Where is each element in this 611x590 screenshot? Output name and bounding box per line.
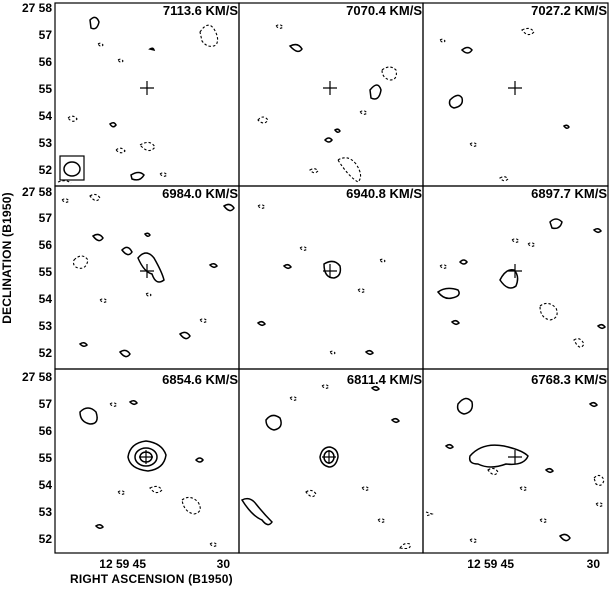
- dec-tick-label: 52: [39, 532, 53, 546]
- center-cross-marker: [323, 81, 337, 95]
- x-axis-label: RIGHT ASCENSION (B1950): [70, 572, 233, 586]
- ra-axis-col-1: 12 59 45 30: [99, 557, 230, 571]
- dec-tick-label: 54: [39, 292, 53, 306]
- velocity-label: 7027.2 KM/S: [531, 3, 607, 18]
- center-cross-marker: [140, 81, 154, 95]
- contours: [61, 193, 235, 358]
- contours: [425, 397, 605, 543]
- velocity-label: 6811.4 KM/S: [347, 372, 422, 387]
- dec-tick-label: 56: [39, 55, 53, 69]
- dec-tick-label: 55: [39, 451, 53, 465]
- dec-tick-label: 57: [39, 28, 53, 42]
- panel-5: 6940.8 KM/S: [238, 185, 424, 370]
- dec-tick-label: 27 58: [22, 185, 52, 199]
- dec-axis-row-3: 27 58 57 56 55 54 53 52: [22, 370, 52, 546]
- contours: [240, 384, 411, 550]
- dec-tick-label: 56: [39, 424, 53, 438]
- ra-tick-label: 12 59 45: [467, 557, 514, 571]
- dec-tick-label: 27 58: [22, 1, 52, 15]
- dec-tick-label: 52: [39, 163, 53, 177]
- panel-9: 6768.3 KM/S: [422, 368, 609, 554]
- velocity-label: 6768.3 KM/S: [531, 372, 607, 387]
- contours: [439, 27, 570, 182]
- center-cross-marker: [508, 81, 522, 95]
- ra-tick-label: 30: [587, 557, 601, 571]
- panel-6: 6897.7 KM/S: [422, 185, 609, 370]
- dec-tick-label: 57: [39, 211, 53, 225]
- center-cross-marker: [508, 450, 522, 464]
- panel-7: 6854.6 KM/S: [54, 368, 240, 554]
- dec-tick-label: 57: [39, 397, 53, 411]
- contours: [436, 218, 606, 348]
- dec-tick-label: 54: [39, 109, 53, 123]
- dec-tick-label: 55: [39, 265, 53, 279]
- dec-tick-label: 54: [39, 478, 53, 492]
- dec-tick-label: 52: [39, 346, 53, 360]
- contours: [257, 24, 397, 183]
- velocity-label: 6940.8 KM/S: [346, 186, 422, 201]
- panel-1: 7113.6 KM/S: [54, 2, 240, 187]
- panel-4: 6984.0 KM/S: [54, 185, 240, 370]
- dec-tick-label: 53: [39, 136, 53, 150]
- beam-ellipse: [63, 161, 81, 177]
- velocity-label: 6984.0 KM/S: [162, 186, 238, 201]
- dec-axis-row-2: 27 58 57 56 55 54 53 52: [22, 185, 52, 360]
- dec-axis-row-1: 27 58 57 56 55 54 53 52: [22, 1, 52, 177]
- panel-3: 7027.2 KM/S: [422, 2, 609, 187]
- contours: [256, 204, 386, 356]
- velocity-label: 6897.7 KM/S: [531, 186, 607, 201]
- velocity-label: 7070.4 KM/S: [346, 3, 422, 18]
- contours: [57, 16, 219, 184]
- ra-tick-label: 30: [217, 557, 231, 571]
- panel-8: 6811.4 KM/S: [238, 368, 424, 554]
- velocity-label: 6854.6 KM/S: [162, 372, 238, 387]
- dec-tick-label: 53: [39, 319, 53, 333]
- dec-tick-label: 27 58: [22, 370, 52, 384]
- ra-tick-label: 12 59 45: [99, 557, 146, 571]
- dec-tick-label: 55: [39, 82, 53, 96]
- panel-2: 7070.4 KM/S: [238, 2, 424, 187]
- ra-axis-col-3: 12 59 45 30: [467, 557, 600, 571]
- y-axis-label: DECLINATION (B1950): [0, 192, 14, 324]
- beam-box: [59, 155, 85, 181]
- velocity-label: 7113.6 KM/S: [163, 3, 238, 18]
- contours: [79, 399, 218, 547]
- dec-tick-label: 56: [39, 238, 53, 252]
- dec-tick-label: 53: [39, 505, 53, 519]
